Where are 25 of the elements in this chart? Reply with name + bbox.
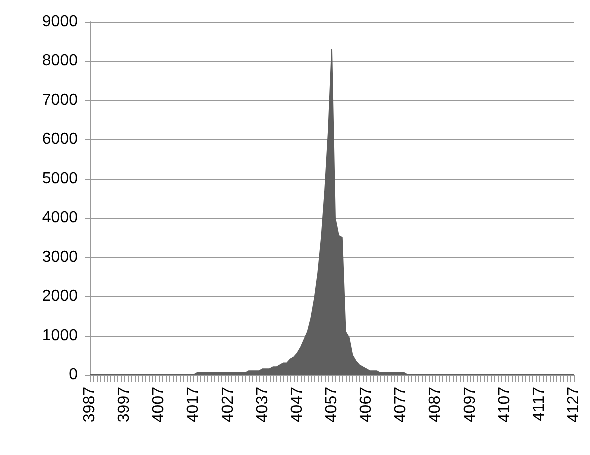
x-tick-label: 4057 <box>324 386 340 423</box>
y-tick-label: 0 <box>69 366 78 384</box>
x-tick-label: 4007 <box>150 386 168 423</box>
y-tick-label: 9000 <box>42 14 78 30</box>
y-tick-label: 4000 <box>42 210 78 227</box>
x-tick-label: 4047 <box>288 386 306 423</box>
y-tick-label: 7000 <box>42 92 78 109</box>
x-tick-label: 4127 <box>566 386 582 423</box>
y-tick-label: 6000 <box>42 131 78 148</box>
x-tick-label: 4107 <box>496 386 514 423</box>
x-tick-label: 4027 <box>220 386 237 423</box>
x-tick-label: 3987 <box>82 386 98 423</box>
y-tick-label: 2000 <box>42 288 78 306</box>
y-tick-label: 5000 <box>42 170 78 188</box>
x-tick-label: 4077 <box>392 386 410 423</box>
x-tick-label: 4087 <box>427 386 444 423</box>
y-tick-label: 1000 <box>42 327 78 344</box>
x-tick-label: 4017 <box>185 386 202 423</box>
x-tick-label: 3997 <box>116 386 134 423</box>
y-tick-label: 8000 <box>42 52 78 70</box>
x-tick-label: 4037 <box>254 386 272 423</box>
x-tick-label: 4117 <box>530 386 548 422</box>
x-tick-label: 4097 <box>462 386 479 423</box>
x-tick-label: 4067 <box>358 386 376 423</box>
y-tick-label: 3000 <box>42 248 78 266</box>
